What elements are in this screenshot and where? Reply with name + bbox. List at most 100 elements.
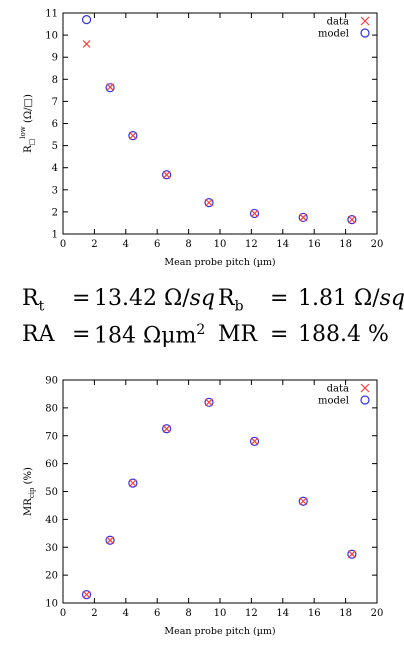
param-rb-value: 1.81 Ω/sq: [298, 286, 404, 311]
model-point: [347, 215, 357, 225]
param-rb-subscript: b: [234, 298, 244, 315]
x-tick-label: 20: [371, 239, 384, 250]
model-point: [105, 535, 115, 545]
data-point: [205, 398, 213, 407]
x-tick-label: 14: [276, 239, 289, 250]
x-tick-label: 0: [60, 608, 66, 619]
y-label-main: MR: [23, 498, 34, 516]
chart-cip-mr: 0 2 4 6 8 10 12 14 16 18 20 10 20 30 40 50 60 70 80 90 Mean …: [23, 376, 384, 638]
data-point: [299, 497, 308, 506]
x-tick-label: 14: [276, 608, 289, 619]
plot-frame: [62, 12, 378, 235]
y-tick-label: 9: [52, 53, 58, 64]
y-tick-label: 8: [52, 75, 58, 86]
y-tick-label: 7: [52, 97, 58, 108]
param-rt-unit: sq: [189, 286, 216, 311]
x-axis-label: Mean probe pitch (µm): [164, 626, 275, 637]
model-point: [298, 212, 308, 223]
legend-marker-data: [360, 16, 370, 26]
y-tick-label: 2: [52, 207, 58, 218]
data-point: [82, 40, 91, 48]
y-tick-label: 20: [45, 571, 58, 582]
y-label-subscript: □: [28, 139, 36, 146]
x-tick-label: 18: [339, 239, 352, 250]
data-point: [106, 536, 115, 545]
x-tick-label: 2: [91, 239, 97, 250]
param-rb-name: Rb: [218, 286, 244, 315]
param-ra-name: RA: [22, 322, 55, 347]
y-label-unit: (Ω/□): [23, 94, 34, 126]
model-point: [162, 424, 172, 434]
y-tick-label: 60: [45, 459, 58, 470]
legend-label-data: data: [327, 17, 349, 28]
x-tick-label: 16: [308, 608, 321, 619]
x-tick-label: 10: [214, 608, 227, 619]
y-label-unit: (%): [23, 467, 34, 488]
model-point: [204, 198, 214, 208]
y-axis-label: R□low (Ω/□): [19, 94, 36, 153]
model-point: [298, 496, 308, 506]
model-point: [249, 436, 260, 446]
x-tick-label: 0: [60, 239, 66, 250]
x-tick-label: 18: [339, 608, 352, 619]
data-point: [299, 213, 308, 222]
x-axis-label: Mean probe pitch (µm): [164, 257, 275, 268]
y-tick-label: 90: [45, 376, 58, 387]
parameter-panel: Rt = 13.42 Ω/sq Rb = 1.81 Ω/sq RA = 184 …: [0, 280, 404, 370]
x-tick-label: 6: [154, 239, 160, 250]
x-tick-label: 16: [308, 239, 321, 250]
legend-label-data: data: [327, 384, 349, 395]
model-point: [128, 478, 138, 488]
param-ra-superscript: 2: [196, 322, 206, 338]
data-point: [128, 479, 137, 488]
param-ra-value: 184 Ωμm2: [94, 322, 206, 349]
param-rt-equals: =: [72, 286, 91, 311]
data-point: [106, 83, 115, 91]
y-tick-label: 80: [45, 403, 58, 414]
y-tick-label: 5: [52, 141, 58, 152]
y-label-subscript: cip: [28, 487, 36, 498]
y-tick-label: 3: [52, 185, 58, 196]
param-rb-unit: sq: [379, 286, 404, 311]
y-tick-label: 1: [52, 230, 58, 241]
y-tick-label: 30: [45, 543, 58, 554]
data-point: [205, 198, 213, 207]
param-mr-equals: =: [270, 322, 289, 347]
param-ra-equals: =: [72, 322, 91, 347]
x-tick-label: 8: [185, 608, 191, 619]
param-mr-value: 188.4 %: [298, 322, 389, 347]
model-point: [162, 170, 172, 180]
param-rt-name: Rt: [22, 286, 45, 315]
model-point: [204, 397, 214, 407]
data-point: [128, 131, 137, 140]
y-tick-label: 10: [45, 599, 58, 610]
model-point: [105, 83, 115, 93]
y-tick-label: 70: [45, 431, 58, 442]
y-tick-label: 50: [45, 487, 58, 498]
data-point: [162, 424, 171, 433]
y-label-superscript: low: [19, 126, 27, 138]
data-point: [162, 170, 171, 179]
legend-marker-model: [360, 28, 370, 38]
data-point: [347, 215, 356, 224]
y-label-main: R: [23, 145, 34, 153]
x-tick-label: 20: [371, 608, 384, 619]
plot-frame: [62, 379, 378, 604]
data-point: [347, 550, 356, 559]
x-tick-label: 2: [91, 608, 97, 619]
legend-marker-model: [360, 395, 370, 405]
data-point: [250, 209, 259, 218]
y-tick-label: 4: [52, 163, 58, 174]
x-tick-label: 8: [185, 239, 191, 250]
data-point: [82, 590, 91, 599]
x-tick-label: 10: [214, 239, 227, 250]
y-tick-label: 40: [45, 515, 58, 526]
model-point: [128, 131, 138, 141]
y-tick-label: 10: [45, 31, 58, 42]
y-tick-label: 6: [52, 119, 58, 130]
model-point: [249, 208, 260, 219]
model-point: [347, 549, 357, 559]
legend-label-model: model: [318, 29, 349, 40]
y-tick-label: 11: [45, 9, 58, 20]
